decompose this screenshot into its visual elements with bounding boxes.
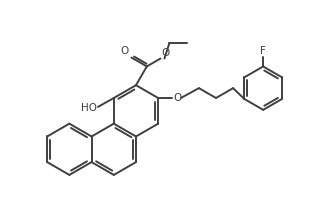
Text: O: O — [173, 93, 181, 103]
Text: F: F — [260, 46, 266, 56]
Text: HO: HO — [81, 103, 97, 113]
Text: O: O — [162, 48, 170, 58]
Text: O: O — [120, 46, 129, 56]
